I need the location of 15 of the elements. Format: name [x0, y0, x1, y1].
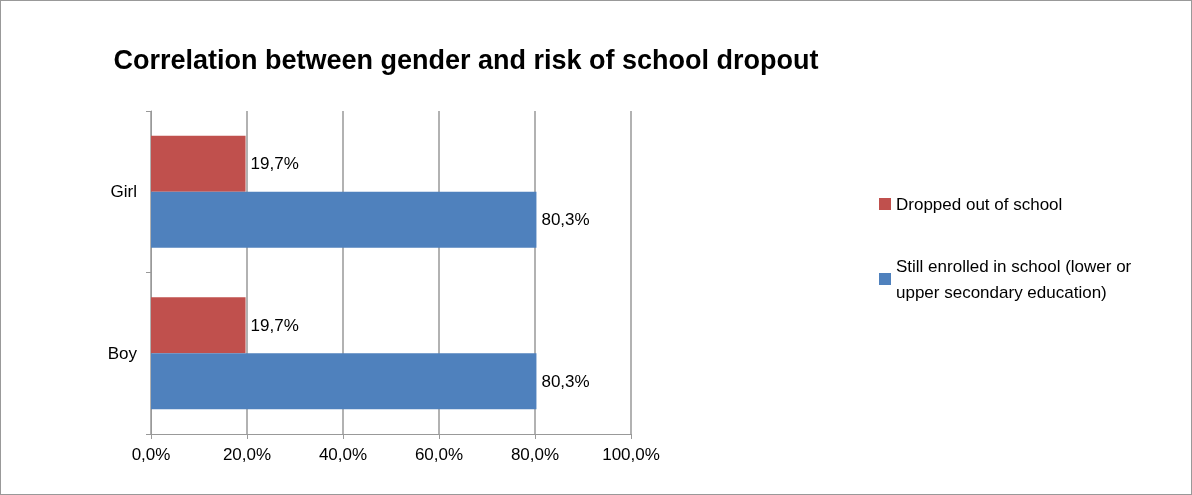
data-label: 19,7% — [250, 315, 299, 335]
data-label: 80,3% — [541, 210, 590, 230]
y-tick-label: Boy — [107, 343, 138, 363]
x-tick-label: 80,0% — [510, 445, 560, 464]
x-tick-label: 0,0% — [131, 445, 171, 464]
x-tick-label: 60,0% — [414, 445, 464, 464]
data-label: 80,3% — [541, 371, 590, 391]
legend-label: Still enrolled in school (lower or upper secondary education) — [896, 256, 1136, 302]
x-tick-label: 20,0% — [222, 445, 272, 464]
chart-title: Correlation between gender and risk of school dropout — [113, 44, 819, 75]
legend-label: Dropped out of school — [896, 194, 1063, 214]
x-tick-label: 100,0% — [602, 445, 660, 464]
x-tick-label: 40,0% — [318, 445, 368, 464]
y-tick-label: Girl — [110, 182, 137, 202]
data-label: 19,7% — [250, 154, 299, 174]
